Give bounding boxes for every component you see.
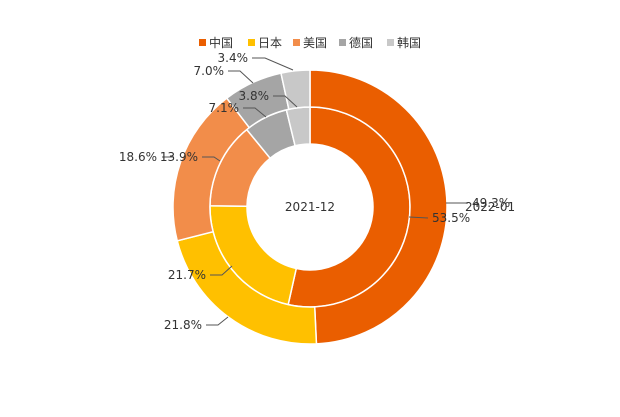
- slices: [172, 69, 448, 345]
- legend-swatch: [339, 39, 346, 46]
- legend-label: 美国: [303, 36, 327, 50]
- legend-label: 韩国: [397, 35, 421, 50]
- legend-swatch: [199, 39, 206, 46]
- leader-line-inner-1: [210, 265, 233, 276]
- data-label-inner-1: 21.7%: [168, 268, 206, 282]
- legend-swatch: [248, 39, 255, 46]
- data-label-outer-1: 21.8%: [164, 318, 202, 332]
- legend-item[interactable]: 德国: [339, 35, 373, 50]
- leader-line-outer-1: [206, 316, 229, 326]
- data-label-inner-3: 7.1%: [209, 101, 240, 115]
- legend-item[interactable]: 美国: [293, 36, 327, 50]
- legend-item[interactable]: 韩国: [387, 35, 421, 50]
- leader-line-inner-4: [273, 95, 298, 108]
- data-label-inner-2: 13.9%: [160, 150, 198, 164]
- legend-swatch: [293, 39, 300, 46]
- leader-line-inner-0: [408, 216, 429, 219]
- legend-label: 中国: [209, 35, 233, 50]
- data-label-outer-3: 7.0%: [194, 64, 225, 78]
- legend-label: 德国: [349, 35, 373, 50]
- series-name-outer: 2022-01: [465, 200, 515, 214]
- data-label-outer-2: 18.6%: [119, 150, 157, 164]
- leader-line-outer-3: [228, 70, 254, 84]
- data-label-inner-0: 53.5%: [432, 211, 470, 225]
- leader-lines: [162, 57, 468, 326]
- leader-line-inner-3: [243, 107, 267, 118]
- series-names: 2021-12 2022-01: [285, 200, 515, 214]
- leader-line-inner-2: [202, 156, 221, 162]
- legend-label: 日本: [258, 36, 282, 50]
- legend-item[interactable]: 日本: [248, 36, 282, 50]
- data-labels: 53.5% 21.7% 13.9% 7.1%3.8% 49.3% 21.8% 18.6% 7.…: [119, 51, 510, 332]
- legend: 中国 日本 美国 德国 韩国: [199, 35, 421, 50]
- data-label-outer-0: 49.3%: [472, 196, 510, 210]
- leader-line-outer-4: [252, 57, 294, 71]
- legend-swatch: [387, 39, 394, 46]
- legend-item[interactable]: 中国: [199, 35, 233, 50]
- slice-outer-0[interactable]: [309, 69, 448, 345]
- data-label-inner-4: 3.8%: [239, 89, 270, 103]
- data-label-outer-4: 3.4%: [218, 51, 249, 65]
- series-name-inner: 2021-12: [285, 200, 335, 214]
